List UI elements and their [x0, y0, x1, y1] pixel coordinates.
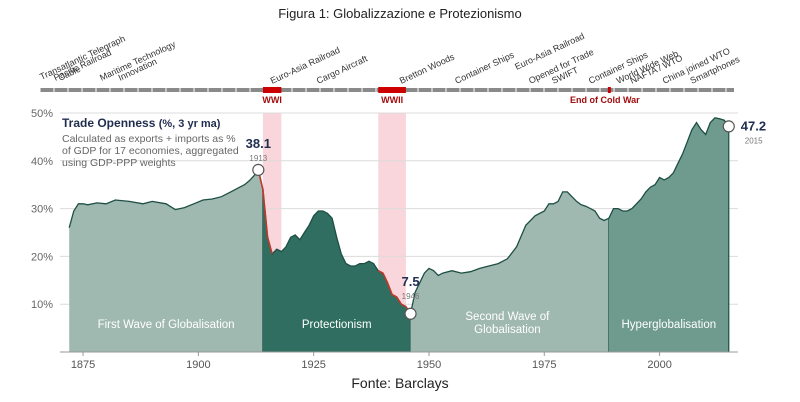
timeline-cold-war-marker — [607, 87, 611, 93]
y-tick-label: 10% — [31, 299, 53, 311]
phase-label-line: Hyperglobalisation — [622, 319, 717, 331]
phase-area — [410, 191, 609, 352]
phase-label: Hyperglobalisation — [622, 319, 717, 331]
war-decline-line — [257, 169, 273, 255]
x-tick-label: 2000 — [647, 359, 671, 371]
x-tick-label: 1925 — [301, 359, 325, 371]
y-tick-label: 30% — [31, 204, 53, 216]
annotation-value: 38.1 — [246, 136, 271, 151]
x-tick-label: 1900 — [186, 359, 210, 371]
phase-label-line: Globalisation — [474, 324, 540, 336]
annotation-value: 47.2 — [741, 118, 766, 133]
x-tick-label: 1875 — [71, 359, 95, 371]
annotation-year: 1946 — [402, 292, 420, 301]
annotation-value: 7.5 — [401, 274, 419, 289]
phase-area — [608, 117, 729, 352]
timeline-war-segment — [262, 87, 282, 93]
y-tick-label: 40% — [31, 156, 53, 168]
trade-openness-title: Trade Openness — [62, 116, 156, 130]
timeline-war-segment — [378, 87, 406, 93]
x-tick-label: 1950 — [417, 359, 441, 371]
trade-openness-note: Trade Openness (%, 3 yr ma) Calculated a… — [62, 116, 262, 169]
phase-label-line: Protectionism — [302, 319, 372, 331]
chart-source: Fonte: Barclays — [351, 375, 449, 391]
trade-openness-unit: (%, 3 yr ma) — [158, 118, 221, 130]
annotation-marker — [722, 120, 735, 133]
phase-label-line: Second Wave of — [465, 311, 550, 323]
annotation-year: 1913 — [249, 154, 267, 163]
phase-label: Protectionism — [302, 319, 372, 331]
trade-openness-heading: Trade Openness (%, 3 yr ma) — [62, 116, 262, 130]
x-tick-label: 1975 — [532, 359, 556, 371]
timeline-event-label: Bretton Woods — [398, 51, 456, 85]
phase-area — [69, 169, 263, 352]
war-decline-line — [377, 269, 412, 315]
phase-label: First Wave of Globalisation — [98, 319, 235, 331]
trade-openness-description: Calculated as exports + imports as % of … — [62, 133, 262, 169]
phase-label-line: First Wave of Globalisation — [98, 319, 235, 331]
annotation-year: 2015 — [745, 136, 763, 145]
phase-label: Second Wave of Globalisation — [465, 311, 550, 336]
description-line: using GDP-PPP weights — [62, 157, 176, 169]
annotation-marker — [252, 163, 265, 176]
war-label: WWI — [262, 95, 282, 105]
phase-area — [262, 189, 411, 352]
y-tick-label: 50% — [31, 108, 53, 120]
timeline-event-label: Container Ships — [453, 49, 516, 85]
chart-title: Figura 1: Globalizzazione e Protezionism… — [278, 6, 522, 21]
annotation-marker — [404, 307, 417, 320]
war-label: WWII — [381, 95, 403, 105]
series-line — [68, 117, 730, 316]
description-line: Calculated as exports + imports as % — [62, 133, 236, 145]
cold-war-label: End of Cold War — [570, 95, 640, 105]
description-line: of GDP for 17 economies, aggregated — [62, 145, 239, 157]
y-tick-label: 20% — [31, 251, 53, 263]
